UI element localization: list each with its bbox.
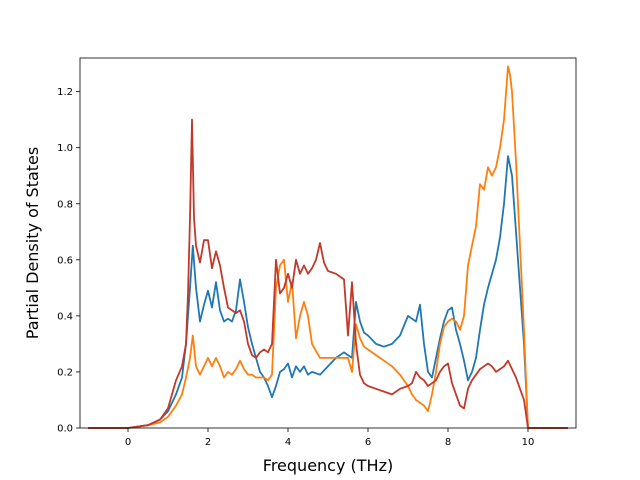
x-tick-label: 10 bbox=[522, 437, 535, 448]
y-tick-label: 0.8 bbox=[57, 199, 73, 210]
series-line-3 bbox=[88, 118, 568, 429]
plot-frame bbox=[79, 57, 577, 429]
x-tick-label: 0 bbox=[125, 437, 131, 448]
y-axis-label: Partial Density of States bbox=[23, 147, 42, 339]
series-layer bbox=[88, 65, 568, 429]
y-tick-label: 1.2 bbox=[57, 87, 73, 98]
x-tick-label: 4 bbox=[285, 437, 291, 448]
x-tick-label: 2 bbox=[205, 437, 211, 448]
x-axis-ticks: 0 2 4 6 8 10 bbox=[125, 428, 535, 448]
x-tick-label: 8 bbox=[445, 437, 451, 448]
x-axis-label: Frequency (THz) bbox=[263, 456, 393, 475]
y-axis-ticks: 0.0 0.2 0.4 0.6 0.8 1.0 1.2 bbox=[57, 87, 80, 435]
x-tick-label: 6 bbox=[365, 437, 371, 448]
y-tick-label: 0.4 bbox=[57, 311, 73, 322]
y-tick-label: 0.0 bbox=[57, 424, 73, 435]
y-tick-label: 0.2 bbox=[57, 367, 73, 378]
y-tick-label: 0.6 bbox=[57, 255, 73, 266]
series-line-1 bbox=[88, 155, 568, 429]
y-tick-label: 1.0 bbox=[57, 143, 73, 154]
series-line-2 bbox=[88, 65, 568, 429]
